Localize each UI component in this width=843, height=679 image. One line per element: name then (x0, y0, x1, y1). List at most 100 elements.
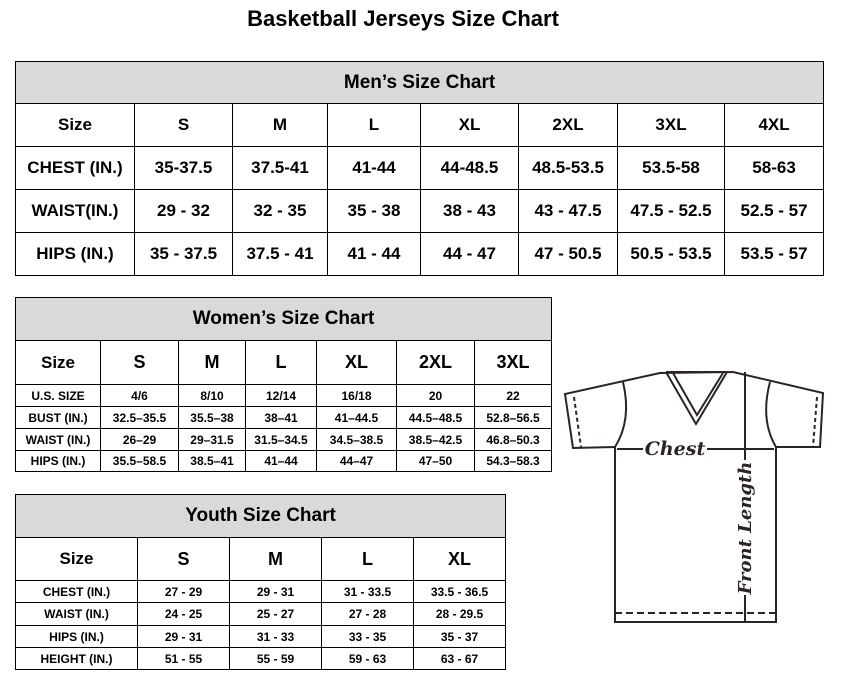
row-label: WAIST (IN.) (15, 602, 138, 626)
table-cell: 35 - 38 (327, 189, 421, 233)
table-cell: 4/6 (100, 384, 179, 407)
table-cell: 38.5–41 (178, 450, 246, 472)
table-cell: 47–50 (396, 450, 475, 472)
table-cell: 16/18 (316, 384, 397, 407)
shirt-collar (665, 371, 728, 426)
table-cell: 50.5 - 53.5 (617, 232, 725, 276)
table-cell: 31 - 33.5 (321, 580, 414, 603)
womens-size-table: Women’s Size Chart Size S M L XL 2XL 3XL U.S. S… (14, 297, 553, 472)
table-cell: L (245, 340, 317, 385)
table-row: WAIST (IN.) 24 - 25 25 - 27 27 - 28 28 - 29.… (15, 602, 507, 626)
table-cell: 51 - 55 (137, 647, 230, 670)
table-cell: 33.5 - 36.5 (412, 580, 507, 603)
table-cell: 29 - 31 (229, 580, 322, 603)
table-cell: 48.5-53.5 (518, 146, 618, 190)
table-cell: 52.8–56.5 (473, 406, 553, 429)
row-label: CHEST (IN.) (15, 146, 135, 190)
size-header-row: Size S M L XL 2XL 3XL 4XL (15, 103, 825, 147)
table-cell: 34.5–38.5 (316, 428, 397, 451)
table-cell: 41–44 (245, 450, 317, 472)
table-cell: S (134, 103, 233, 147)
table-cell: 38.5–42.5 (396, 428, 475, 451)
table-cell: 2XL (518, 103, 618, 147)
size-header-row: Size S M L XL (15, 537, 507, 581)
sleeve-hem-right (812, 396, 818, 448)
row-label: WAIST(IN.) (15, 189, 135, 233)
table-cell: 47 - 50.5 (518, 232, 618, 276)
womens-table-heading: Women’s Size Chart (14, 297, 553, 341)
table-row: CHEST (IN.) 27 - 29 29 - 31 31 - 33.5 33.5 -… (15, 580, 507, 603)
table-row: HEIGHT (IN.) 51 - 55 55 - 59 59 - 63 63 - 67 (15, 647, 507, 670)
row-label: HIPS (IN.) (15, 232, 135, 276)
table-cell: 53.5 - 57 (723, 232, 825, 276)
table-cell: 20 (396, 384, 475, 407)
table-cell: 29 - 32 (134, 189, 233, 233)
table-cell: M (232, 103, 328, 147)
table-cell: S (137, 537, 230, 581)
table-cell: 44-48.5 (420, 146, 519, 190)
row-label: U.S. SIZE (15, 384, 101, 407)
row-label: BUST (IN.) (15, 406, 101, 429)
table-cell: 33 - 35 (321, 625, 414, 648)
table-cell: 25 - 27 (229, 602, 322, 626)
table-cell: XL (420, 103, 519, 147)
row-label: WAIST (IN.) (15, 428, 101, 451)
table-cell: 41–44.5 (316, 406, 397, 429)
row-label: HIPS (IN.) (15, 625, 138, 648)
table-cell: 26–29 (100, 428, 179, 451)
mens-table-heading: Men’s Size Chart (14, 61, 825, 104)
table-cell: 38–41 (245, 406, 317, 429)
row-label: Size (15, 340, 101, 385)
table-cell: XL (316, 340, 397, 385)
table-cell: M (229, 537, 322, 581)
table-cell: 29 - 31 (137, 625, 230, 648)
table-row: CHEST (IN.) 35-37.5 37.5-41 41-44 44-48.5 48.… (15, 146, 825, 190)
table-cell: 35 - 37 (412, 625, 507, 648)
table-cell: 53.5-58 (617, 146, 725, 190)
front-length-label: Front Length (735, 462, 756, 596)
table-row: HIPS (IN.) 35 - 37.5 37.5 - 41 41 - 44 44 - … (15, 232, 825, 276)
table-row: WAIST (IN.) 26–29 29–31.5 31.5–34.5 34.5–38.… (15, 428, 553, 451)
table-cell: 3XL (473, 340, 553, 385)
chest-label: Chest (645, 438, 706, 460)
table-row: U.S. SIZE 4/6 8/10 12/14 16/18 20 22 (15, 384, 553, 407)
row-label: Size (15, 103, 135, 147)
table-cell: 37.5-41 (232, 146, 328, 190)
youth-size-table: Youth Size Chart Size S M L XL CHEST (IN.) 27 … (14, 494, 507, 670)
table-cell: XL (412, 537, 507, 581)
table-cell: 58-63 (723, 146, 825, 190)
table-cell: 35.5–38 (178, 406, 246, 429)
table-cell: 35-37.5 (134, 146, 233, 190)
table-cell: 29–31.5 (178, 428, 246, 451)
table-cell: 44.5–48.5 (396, 406, 475, 429)
table-cell: 52.5 - 57 (723, 189, 825, 233)
table-cell: L (321, 537, 414, 581)
table-cell: 27 - 29 (137, 580, 230, 603)
row-label: Size (15, 537, 138, 581)
table-cell: 4XL (723, 103, 825, 147)
table-cell: 2XL (396, 340, 475, 385)
page-title: Basketball Jerseys Size Chart (247, 6, 559, 31)
row-label: HEIGHT (IN.) (15, 647, 138, 670)
table-cell: 28 - 29.5 (412, 602, 507, 626)
table-cell: S (100, 340, 179, 385)
table-cell: 31 - 33 (229, 625, 322, 648)
table-cell: 46.8–50.3 (473, 428, 553, 451)
jersey-measurement-diagram: Chest Front Length (563, 370, 825, 623)
shirt-outline (563, 370, 825, 623)
table-cell: M (178, 340, 246, 385)
table-cell: 24 - 25 (137, 602, 230, 626)
table-cell: 32.5–35.5 (100, 406, 179, 429)
mens-size-table: Men’s Size Chart Size S M L XL 2XL 3XL 4XL CHEST… (14, 61, 825, 276)
table-cell: 35 - 37.5 (134, 232, 233, 276)
table-cell: 38 - 43 (420, 189, 519, 233)
table-cell: 55 - 59 (229, 647, 322, 670)
table-row: HIPS (IN.) 29 - 31 31 - 33 33 - 35 35 - 37 (15, 625, 507, 648)
armhole-left (614, 381, 628, 448)
row-label: HIPS (IN.) (15, 450, 101, 472)
youth-table-heading: Youth Size Chart (14, 494, 507, 538)
row-label: CHEST (IN.) (15, 580, 138, 603)
table-cell: 54.3–58.3 (473, 450, 553, 472)
table-cell: 47.5 - 52.5 (617, 189, 725, 233)
table-cell: 3XL (617, 103, 725, 147)
